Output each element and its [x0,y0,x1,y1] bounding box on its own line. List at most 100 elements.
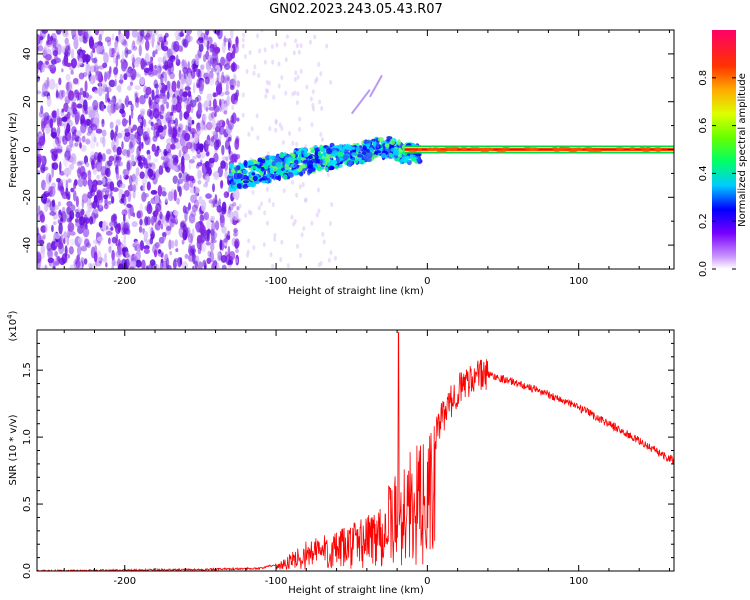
noise-blob [114,78,117,87]
noise-blob [98,33,103,42]
noise-blob [69,210,75,220]
noise-blob [205,193,212,199]
noise-blob [123,174,129,180]
noise-blob [178,172,183,179]
noise-blob [122,247,126,252]
noise-blob [82,177,88,187]
signal-blob [228,172,234,177]
faint-blob [295,43,299,49]
noise-blob [54,251,59,257]
noise-blob [235,249,239,254]
noise-blob [205,50,210,60]
noise-blob [143,118,146,128]
spectrogram-x-label: Height of straight line (km) [288,286,424,297]
noise-blob [138,44,142,57]
noise-blob [74,142,79,147]
noise-blob [205,30,210,36]
noise-blob [171,97,178,106]
faint-blob [241,43,245,49]
noise-blob [221,71,225,84]
noise-blob [87,170,92,182]
noise-blob [192,82,196,94]
noise-blob [153,158,159,163]
noise-blob [64,45,71,58]
noise-blob [141,178,148,185]
noise-blob [85,64,92,76]
noise-blob [81,193,88,204]
noise-blob [50,58,57,65]
noise-blob [93,89,99,94]
noise-blob [166,90,170,100]
noise-blob [211,135,215,143]
noise-blob [107,97,111,103]
carrier-line [404,148,674,151]
faint-blob [234,100,238,106]
noise-blob [66,201,73,207]
noise-blob [211,111,215,119]
faint-blob [315,76,319,82]
noise-blob [101,153,106,162]
signal-blob [333,149,339,157]
signal-blob [275,161,282,167]
noise-blob [180,92,188,103]
noise-blob [212,183,216,193]
snr-x-label: Height of straight line (km) [288,585,424,596]
noise-blob [227,259,234,266]
noise-blob [62,135,68,146]
noise-blob [90,151,95,159]
noise-blob [88,262,93,268]
noise-blob [152,50,156,58]
noise-blob [172,175,178,185]
noise-blob [85,53,89,65]
noise-blob [234,64,240,70]
noise-blob [70,204,76,212]
noise-blob [214,232,218,238]
noise-blob [221,41,226,54]
noise-blob [37,226,40,237]
noise-blob [154,241,162,249]
faint-blob [247,238,251,244]
faint-blob [266,220,270,226]
noise-blob [119,198,124,204]
noise-blob [115,169,120,181]
noise-blob [120,61,127,72]
noise-blob [160,150,164,158]
faint-blob [269,252,273,258]
noise-blob [138,225,143,233]
noise-blob [67,43,71,51]
noise-blob [112,144,117,153]
noise-blob [192,244,195,250]
noise-blob [134,244,142,252]
noise-blob [184,132,191,142]
noise-blob [89,65,97,73]
noise-blob [166,110,172,118]
noise-blob [69,264,75,269]
carrier-blob [447,148,458,152]
noise-blob [96,45,103,53]
noise-blob [199,37,204,44]
noise-blob [197,106,203,115]
faint-blob [280,75,284,81]
noise-blob [58,222,63,235]
signal-blob [282,174,288,180]
faint-blob [278,122,282,128]
noise-blob [111,139,116,151]
snr-series-line [37,332,674,571]
noise-blob [55,89,59,98]
faint-blob [258,48,262,54]
faint-blob [270,44,274,50]
noise-blob [105,92,108,104]
carrier-blob [472,147,480,151]
noise-blob [113,66,119,76]
noise-blob [217,251,222,262]
noise-blob [84,80,88,93]
signal-blob [248,175,252,179]
noise-blob [214,220,220,231]
signal-blob [366,148,370,153]
noise-blob [211,44,219,57]
noise-blob [197,169,203,179]
noise-blob [101,129,107,137]
signal-blob [361,159,365,163]
noise-blob [96,180,103,186]
noise-blob [44,114,47,121]
